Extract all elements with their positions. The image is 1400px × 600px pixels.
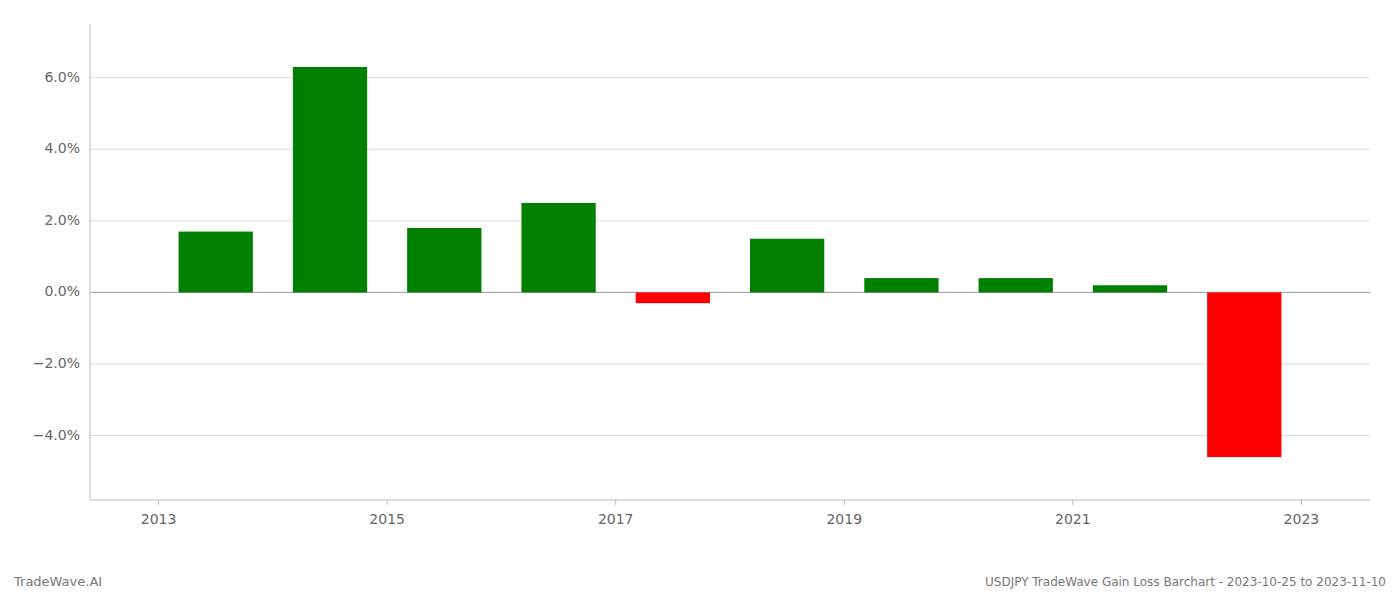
grid-line [90,435,1370,436]
grid-line [90,220,1370,221]
y-tick-label: 6.0% [44,69,80,85]
y-axis-line [90,24,91,500]
x-tick-label: 2023 [1284,511,1320,527]
zero-line [90,292,1370,293]
grid-line [90,77,1370,78]
chart-svg: −4.0%−2.0%0.0%2.0%4.0%6.0%20132015201720… [0,0,1400,600]
x-tick [844,500,845,505]
x-tick [615,500,616,505]
x-axis-labels: 2013 2015 2017 2019 2021 2023 [141,500,1319,527]
grid-line [90,149,1370,150]
x-tick [158,500,159,505]
bar [636,292,710,303]
x-tick [387,500,388,505]
y-tick-label: 0.0% [44,283,80,299]
bar [979,278,1053,292]
bar [750,239,824,293]
footer-left: TradeWave.AI [13,574,102,589]
x-tick-label: 2017 [598,511,634,527]
grid [90,78,1370,436]
bars [179,67,1282,457]
bar [293,67,367,292]
x-tick-label: 2013 [141,511,177,527]
x-tick-label: 2019 [826,511,862,527]
y-tick-label: 2.0% [44,212,80,228]
x-tick-label: 2015 [369,511,405,527]
x-tick-label: 2021 [1055,511,1091,527]
y-tick-label: −2.0% [33,355,80,371]
bar [864,278,938,292]
bar [179,232,253,293]
bar [407,228,481,292]
bar [1207,292,1281,457]
x-tick [1301,500,1302,505]
footer-right: USDJPY TradeWave Gain Loss Barchart - 20… [985,575,1386,589]
x-axis-line [90,500,1370,501]
y-tick-label: 4.0% [44,140,80,156]
bar [521,203,595,292]
x-tick [1072,500,1073,505]
chart-container: −4.0%−2.0%0.0%2.0%4.0%6.0%20132015201720… [0,0,1400,600]
y-axis-labels: −4.0% −2.0% 0.0% 2.0% 4.0% 6.0% [33,69,80,443]
bar [1093,285,1167,292]
grid-line [90,364,1370,365]
y-tick-label: −4.0% [33,427,80,443]
